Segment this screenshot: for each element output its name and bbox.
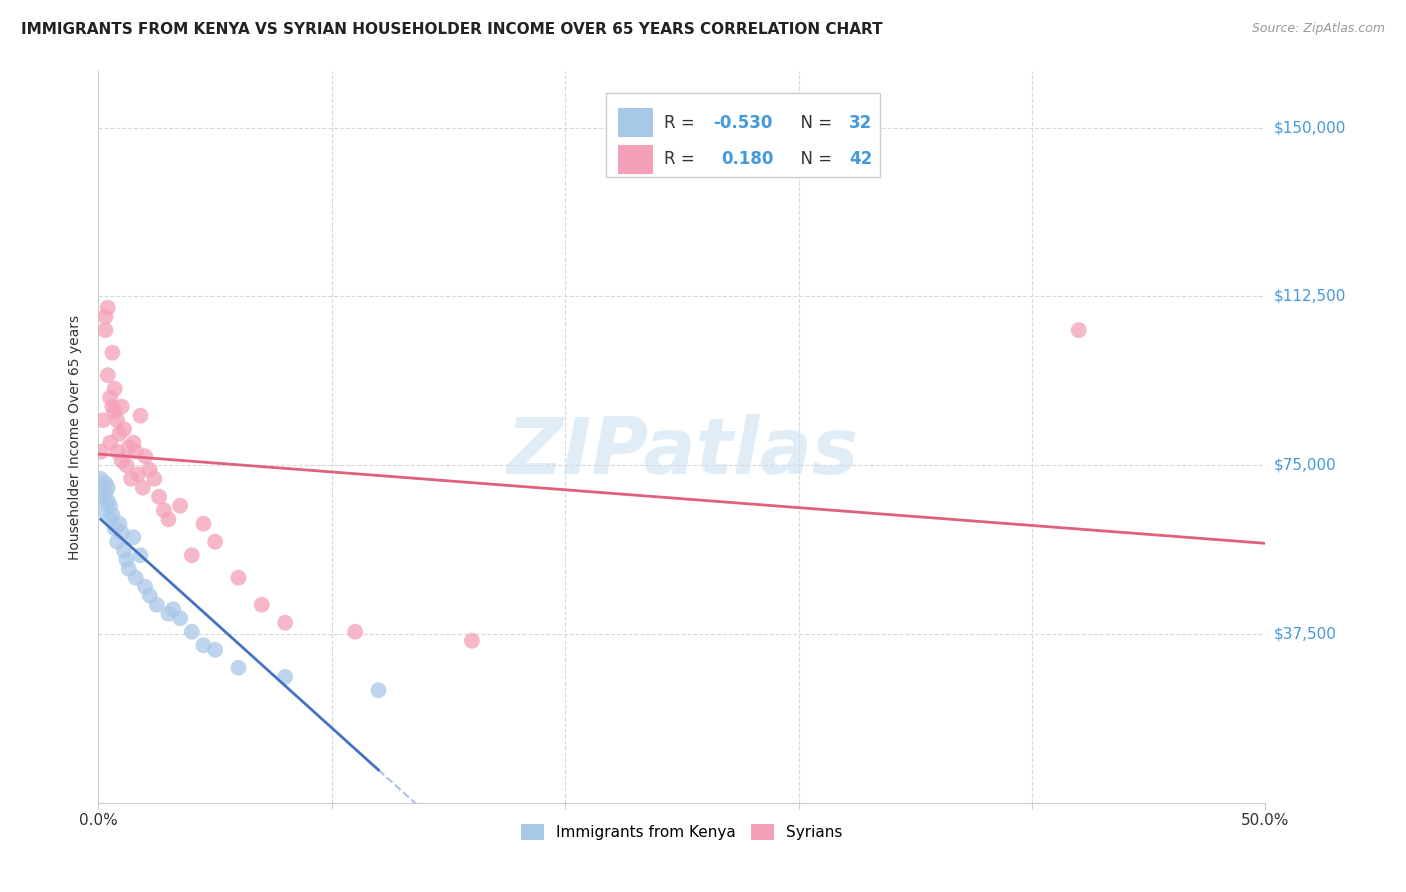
Point: [105, 534, 128, 549]
Point: [344, 624, 367, 639]
Point: [274, 670, 297, 684]
Point: [193, 516, 215, 531]
Point: [250, 598, 273, 612]
Point: [111, 453, 134, 467]
Point: [461, 633, 484, 648]
Text: N =: N =: [790, 113, 838, 131]
Point: [104, 521, 127, 535]
Point: [134, 449, 156, 463]
Point: [148, 490, 170, 504]
Text: N =: N =: [790, 150, 838, 168]
Point: [104, 382, 127, 396]
Point: [127, 467, 149, 482]
Point: [122, 530, 145, 544]
Text: 42: 42: [849, 150, 872, 168]
Point: [108, 516, 131, 531]
Y-axis label: Householder Income Over 65 years: Householder Income Over 65 years: [69, 315, 83, 559]
Point: [169, 499, 191, 513]
Point: [112, 543, 135, 558]
Point: [139, 589, 162, 603]
Point: [157, 512, 180, 526]
Point: [112, 422, 135, 436]
Point: [111, 525, 134, 540]
Text: $150,000: $150,000: [1274, 120, 1346, 135]
Point: [94, 485, 117, 500]
Point: [118, 562, 141, 576]
Point: [143, 472, 166, 486]
Point: [204, 642, 226, 657]
Point: [122, 435, 145, 450]
Point: [169, 611, 191, 625]
Text: $112,500: $112,500: [1274, 289, 1346, 304]
Text: R =: R =: [665, 150, 700, 168]
Point: [98, 435, 121, 450]
Point: [139, 463, 162, 477]
Point: [204, 534, 226, 549]
Point: [228, 571, 250, 585]
Point: [111, 400, 134, 414]
Point: [91, 490, 114, 504]
Point: [91, 503, 114, 517]
Point: [115, 553, 138, 567]
FancyBboxPatch shape: [606, 94, 880, 178]
Point: [129, 548, 152, 562]
Point: [152, 503, 174, 517]
Point: [97, 481, 120, 495]
Point: [97, 494, 120, 508]
Point: [90, 444, 112, 458]
Point: [94, 310, 117, 324]
Point: [157, 607, 180, 621]
Point: [134, 580, 156, 594]
Point: [94, 323, 117, 337]
Text: 0.180: 0.180: [721, 150, 773, 168]
Text: Source: ZipAtlas.com: Source: ZipAtlas.com: [1251, 22, 1385, 36]
Point: [180, 548, 202, 562]
Point: [105, 444, 128, 458]
Point: [180, 624, 202, 639]
Point: [104, 404, 127, 418]
Point: [101, 345, 124, 359]
Text: $75,000: $75,000: [1274, 458, 1337, 473]
Text: 32: 32: [849, 113, 872, 131]
Point: [125, 571, 148, 585]
Point: [118, 440, 141, 454]
Point: [97, 368, 120, 383]
Text: R =: R =: [665, 113, 700, 131]
Text: $37,500: $37,500: [1274, 626, 1337, 641]
Point: [367, 683, 389, 698]
FancyBboxPatch shape: [617, 108, 652, 137]
Point: [98, 499, 121, 513]
Point: [94, 476, 117, 491]
Point: [108, 426, 131, 441]
Point: [98, 512, 121, 526]
Point: [129, 409, 152, 423]
Point: [120, 472, 142, 486]
Text: IMMIGRANTS FROM KENYA VS SYRIAN HOUSEHOLDER INCOME OVER 65 YEARS CORRELATION CHA: IMMIGRANTS FROM KENYA VS SYRIAN HOUSEHOL…: [21, 22, 883, 37]
Text: ZIPatlas: ZIPatlas: [506, 414, 858, 490]
Point: [1067, 323, 1090, 337]
Point: [274, 615, 297, 630]
Point: [162, 602, 184, 616]
Point: [91, 413, 114, 427]
Point: [90, 472, 112, 486]
Point: [101, 400, 124, 414]
Point: [101, 508, 124, 522]
Point: [115, 458, 138, 473]
Legend: Immigrants from Kenya, Syrians: Immigrants from Kenya, Syrians: [515, 818, 849, 847]
Point: [98, 391, 121, 405]
Point: [105, 413, 128, 427]
FancyBboxPatch shape: [617, 145, 652, 174]
Point: [193, 638, 215, 652]
Point: [132, 481, 155, 495]
Point: [228, 661, 250, 675]
Text: -0.530: -0.530: [713, 113, 773, 131]
Point: [125, 444, 148, 458]
Point: [97, 301, 120, 315]
Point: [146, 598, 169, 612]
